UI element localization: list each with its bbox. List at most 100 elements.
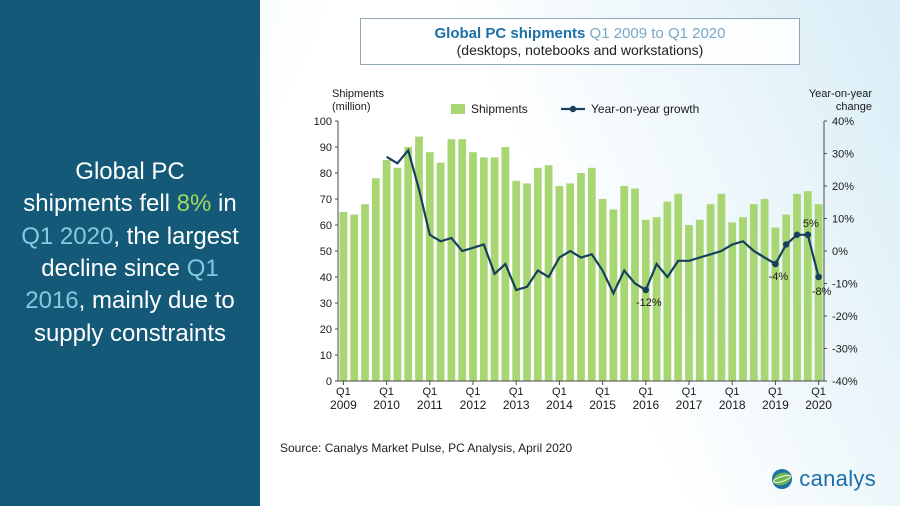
bar [340,212,348,381]
svg-text:2020: 2020 [805,398,832,412]
svg-text:70: 70 [320,194,332,206]
bar [383,160,391,381]
right-panel: Global PC shipments Q1 2009 to Q1 2020 (… [260,0,900,506]
left-panel: Global PC shipments fell 8% in Q1 2020, … [0,0,260,506]
bar [674,194,682,381]
svg-text:Q1: Q1 [552,386,567,398]
narrative-text: Global PC shipments fell 8% in Q1 2020, … [18,156,242,350]
chart-svg: Shipments(million)Year-on-yearchange0102… [280,75,880,435]
svg-text:60: 60 [320,220,332,232]
bar [361,204,369,381]
bar [556,186,564,381]
svg-text:2011: 2011 [417,398,443,412]
svg-text:2019: 2019 [762,398,789,412]
svg-text:Shipments: Shipments [471,102,528,116]
bar [577,173,585,381]
bar [782,215,790,381]
bar [707,204,715,381]
bar [620,186,628,381]
bar [761,199,769,381]
bar [394,168,402,381]
bar [458,139,466,381]
chart-title-box: Global PC shipments Q1 2009 to Q1 2020 (… [360,18,800,65]
svg-text:Year-on-year growth: Year-on-year growth [591,102,699,116]
svg-text:0%: 0% [832,246,848,258]
svg-text:(million): (million) [332,101,371,113]
annotation: -12% [636,297,662,309]
svg-text:change: change [836,101,872,113]
bar [588,168,596,381]
bar [566,183,574,381]
svg-text:-30%: -30% [832,344,858,356]
bar [664,202,672,381]
annotation: -4% [769,271,789,283]
svg-text:Year-on-year: Year-on-year [809,88,873,100]
bar [372,178,380,381]
chart-container: Shipments(million)Year-on-yearchange0102… [280,75,880,435]
bar [718,194,726,381]
bar [793,194,801,381]
svg-text:30: 30 [320,298,332,310]
svg-text:Q1: Q1 [379,386,394,398]
svg-text:100: 100 [314,116,332,128]
annotation: -8% [812,286,832,298]
svg-text:-10%: -10% [832,279,858,291]
chart-title-strong: Global PC shipments [435,25,586,42]
svg-text:10: 10 [320,350,332,362]
bar [426,152,434,381]
chart-title-line1: Global PC shipments Q1 2009 to Q1 2020 [371,25,789,42]
svg-text:2014: 2014 [546,398,573,412]
bar [696,220,704,381]
svg-text:Q1: Q1 [595,386,610,398]
svg-text:Q1: Q1 [466,386,481,398]
svg-text:Q1: Q1 [422,386,437,398]
svg-text:Shipments: Shipments [332,88,384,100]
logo-text: canalys [799,466,876,492]
bar [415,137,423,381]
bar [437,163,445,381]
slide: Global PC shipments fell 8% in Q1 2020, … [0,0,900,506]
bar [469,152,477,381]
svg-text:20: 20 [320,324,332,336]
bar [599,199,607,381]
marker [783,241,789,247]
logo: canalys [771,466,876,492]
bar [772,228,780,381]
svg-text:-20%: -20% [832,311,858,323]
svg-text:2013: 2013 [503,398,530,412]
svg-text:40: 40 [320,272,332,284]
svg-text:Q1: Q1 [682,386,697,398]
svg-text:30%: 30% [832,149,854,161]
svg-text:50: 50 [320,246,332,258]
svg-text:0: 0 [326,376,332,388]
bar [350,215,358,381]
bar [480,157,488,381]
bar [685,225,693,381]
svg-text:2016: 2016 [632,398,659,412]
svg-text:2018: 2018 [719,398,746,412]
globe-icon [771,468,793,490]
bar [448,139,456,381]
svg-text:Q1: Q1 [336,386,351,398]
source-text: Source: Canalys Market Pulse, PC Analysi… [280,441,880,455]
svg-text:Q1: Q1 [509,386,524,398]
svg-text:2010: 2010 [373,398,400,412]
marker [794,232,800,238]
svg-text:10%: 10% [832,214,854,226]
svg-text:2012: 2012 [460,398,487,412]
svg-text:80: 80 [320,168,332,180]
svg-text:40%: 40% [832,116,854,128]
svg-text:2015: 2015 [589,398,616,412]
chart-title-range: Q1 2009 to Q1 2020 [590,25,726,42]
svg-text:Q1: Q1 [725,386,740,398]
svg-text:Q1: Q1 [768,386,783,398]
svg-text:90: 90 [320,142,332,154]
svg-text:-40%: -40% [832,376,858,388]
svg-text:2017: 2017 [676,398,703,412]
legend: Shipments Year-on-year growth [451,102,699,116]
chart-title-sub: (desktops, notebooks and workstations) [371,42,789,58]
svg-text:20%: 20% [832,181,854,193]
svg-text:Q1: Q1 [811,386,826,398]
bar [750,204,758,381]
annotation: 5% [803,218,819,230]
